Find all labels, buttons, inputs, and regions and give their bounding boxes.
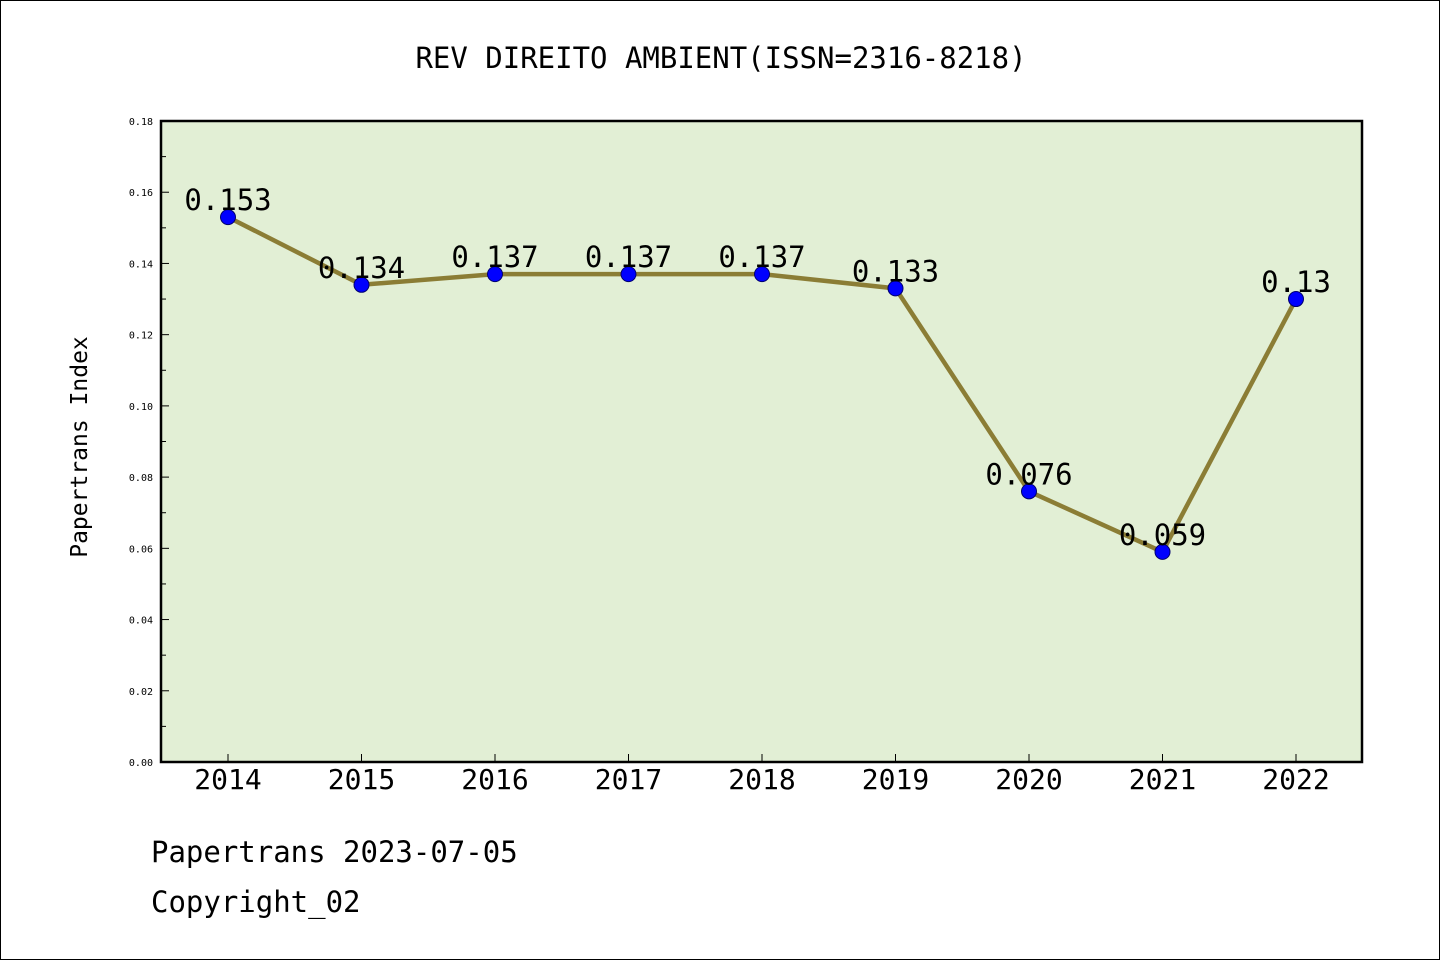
x-tick-label: 2021 [1129,763,1196,796]
data-label: 0.137 [451,240,538,274]
x-tick-label: 2020 [995,763,1062,796]
y-tick-label: 0.16 [129,188,153,199]
data-point-marker [487,266,503,283]
x-tick-label: 2022 [1262,763,1329,796]
plot-area [159,119,1364,764]
y-axis-ticks [161,120,169,763]
y-tick-label: 0.14 [129,259,153,270]
data-point-marker [887,280,904,297]
footer-copyright: Copyright_02 [151,885,361,919]
x-tick-label: 2016 [461,763,528,796]
data-labels: 0.153 0.134 0.137 0.137 0.137 0.133 0.076 0.059… [184,183,1331,552]
data-label: 0.13 [1261,265,1331,299]
data-point-marker [620,266,637,283]
y-axis-label: Papertrans Index [67,336,93,558]
y-axis-tick-labels: 0.00 0.02 0.04 0.06 0.08 0.10 0.12 0.14 0.16 0.18 [129,117,153,769]
x-tick-label: 2019 [862,763,929,796]
data-label: 0.153 [184,183,271,217]
data-point-marker [754,266,770,283]
data-point-marker [1288,291,1304,308]
data-point-marker [1154,543,1171,560]
y-tick-label: 0.12 [129,331,153,342]
footer-date: Papertrans 2023-07-05 [151,835,518,869]
data-label: 0.059 [1119,518,1206,552]
x-axis-ticks [227,754,1297,762]
series-markers [220,209,1304,560]
x-tick-label: 2015 [328,763,395,796]
data-label: 0.137 [585,240,672,274]
y-tick-label: 0.08 [129,473,153,484]
data-point-marker [353,276,370,293]
data-point-marker [1021,483,1037,500]
y-tick-label: 0.06 [129,544,153,555]
y-tick-label: 0.04 [129,616,153,627]
data-label: 0.134 [318,251,405,285]
x-axis-tick-labels: 2014 2015 2016 2017 2018 2019 2020 2021 2022 [194,763,1329,796]
y-tick-label: 0.00 [129,758,153,769]
chart-title: REV DIREITO AMBIENT(ISSN=2316-8218) [415,41,1026,75]
y-tick-label: 0.02 [129,687,153,698]
data-point-marker [220,209,236,226]
data-label: 0.076 [985,457,1072,491]
y-tick-label: 0.18 [129,117,153,128]
x-tick-label: 2014 [194,763,261,796]
data-label: 0.137 [718,240,805,274]
x-tick-label: 2017 [595,763,662,796]
x-tick-label: 2018 [728,763,795,796]
y-tick-label: 0.10 [129,402,153,413]
data-label: 0.133 [852,254,939,288]
